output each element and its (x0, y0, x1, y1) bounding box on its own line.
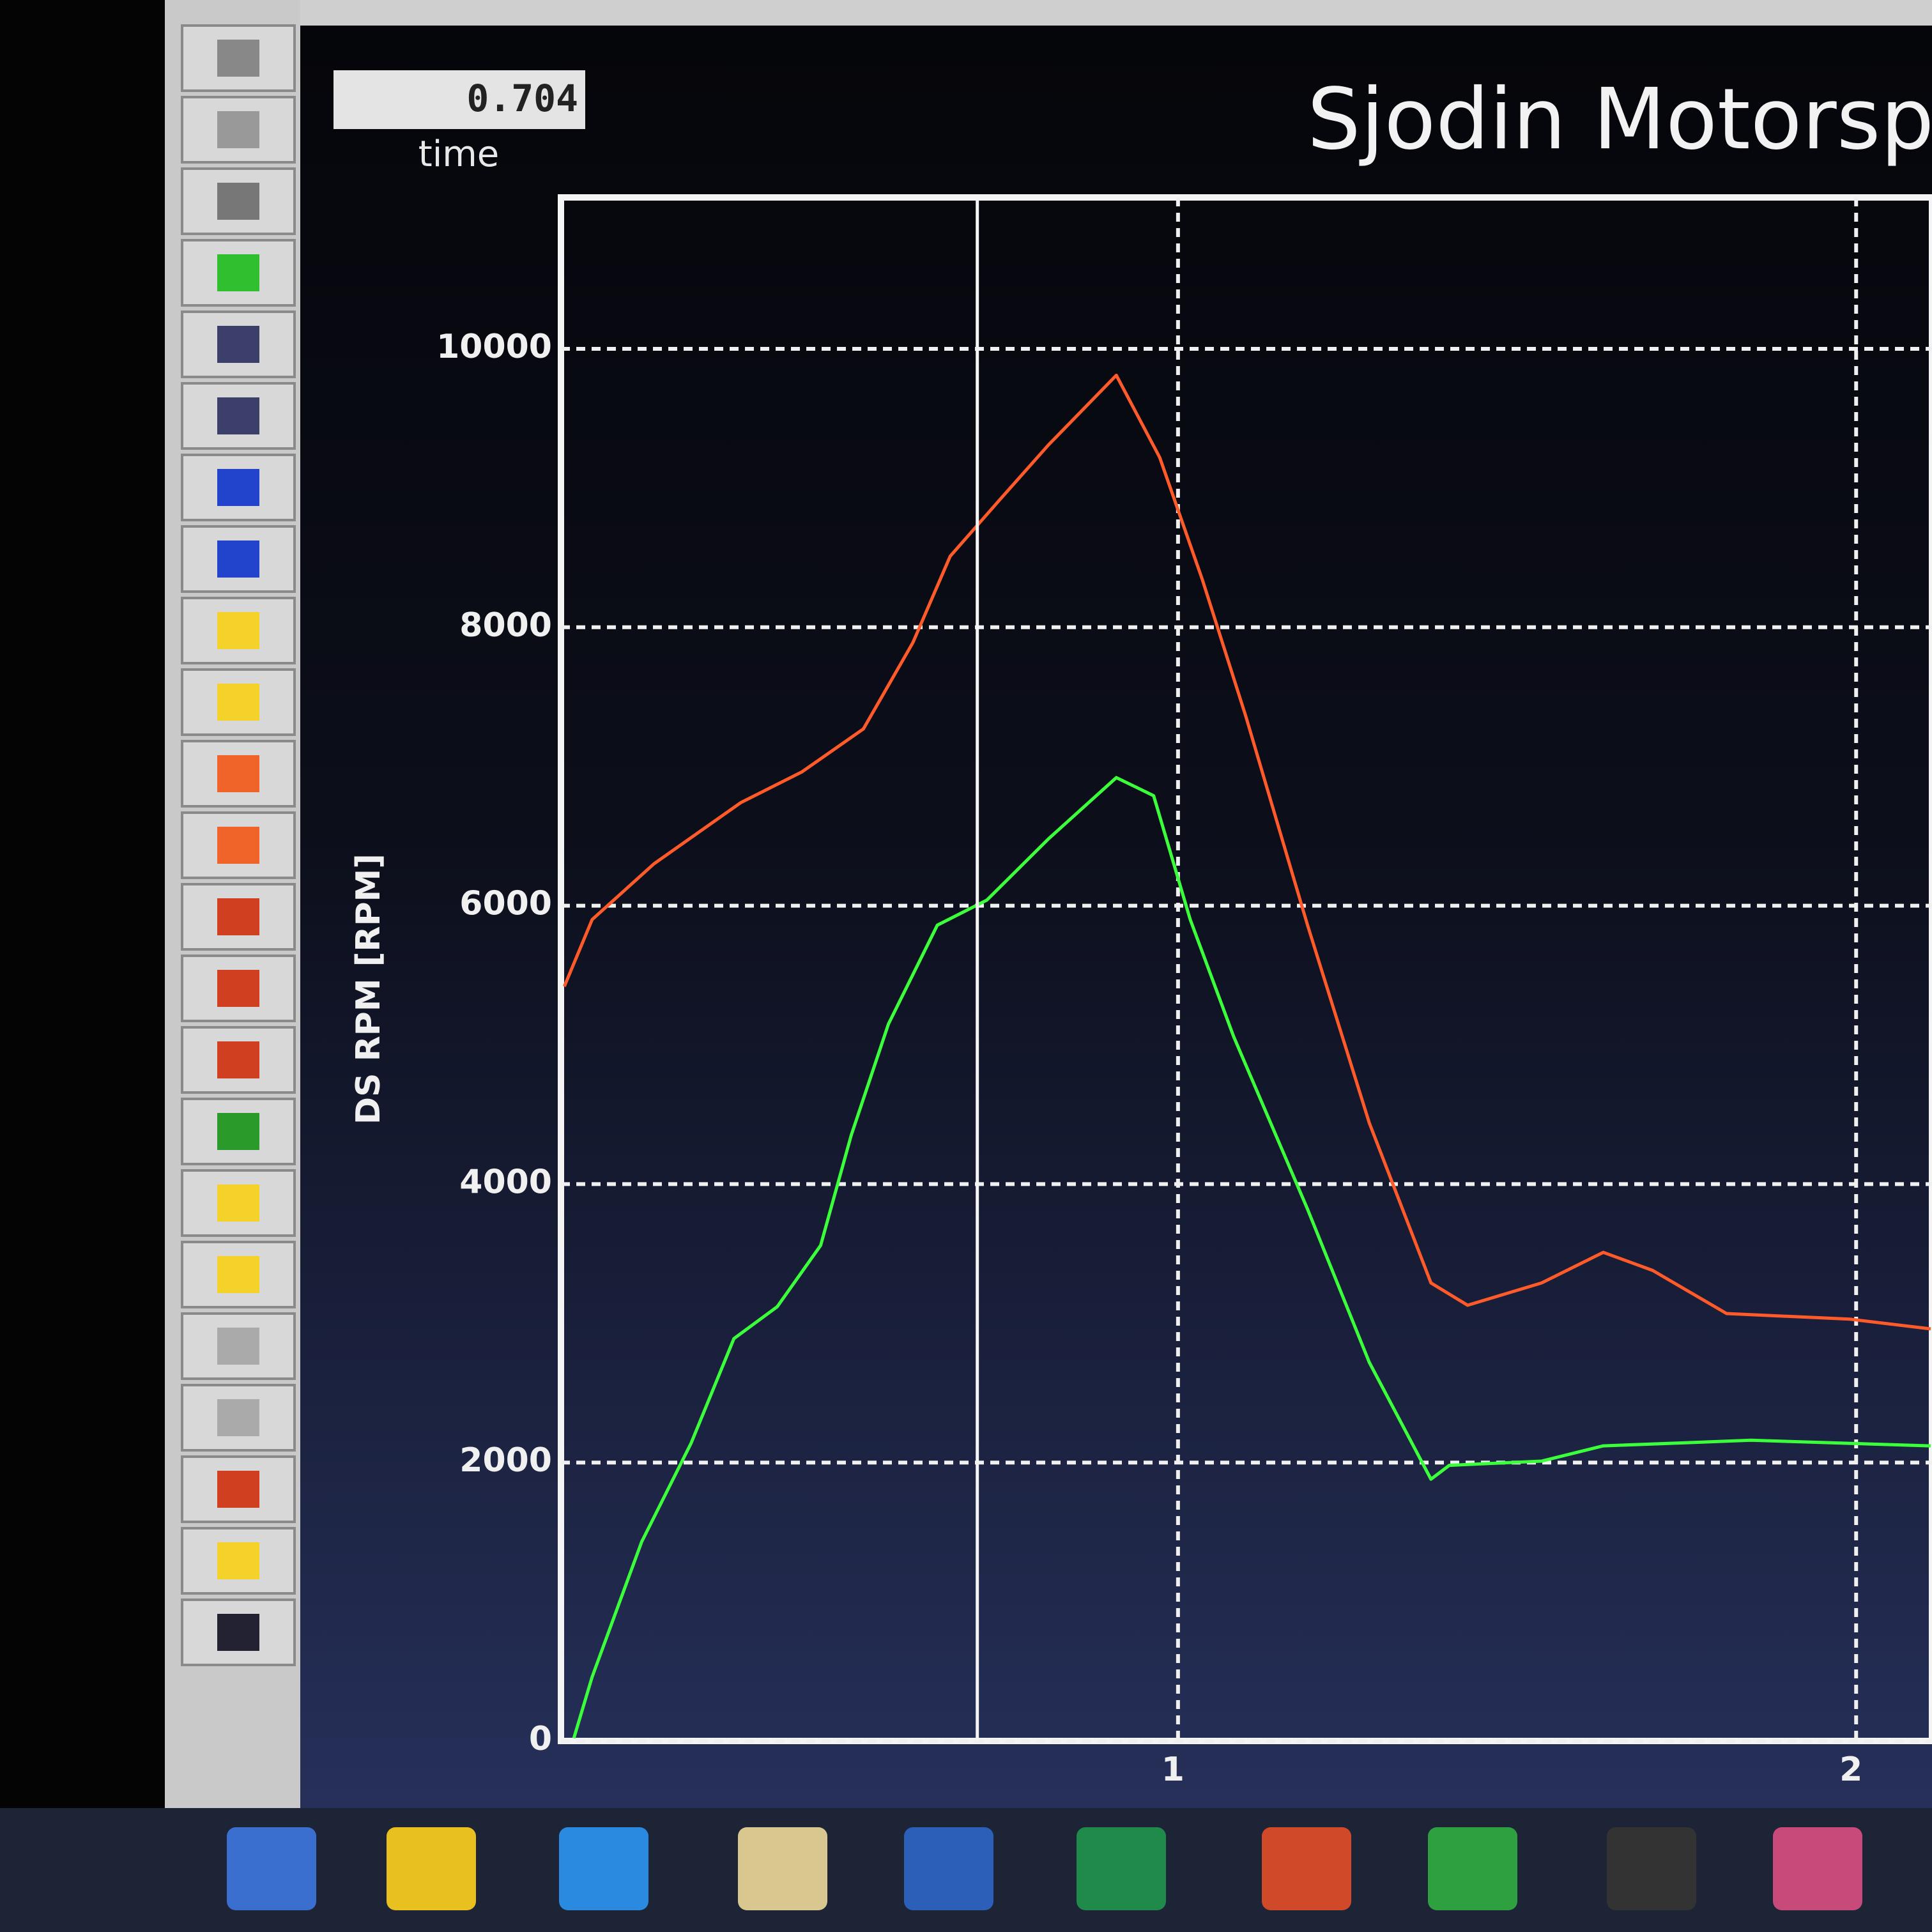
y-axis-label: DS RPM [RPM] (349, 854, 388, 1124)
tool-icon (217, 540, 259, 578)
time-readout: 0.704 (466, 77, 578, 120)
y-tick-label: 8000 (459, 606, 552, 645)
tool-icon (217, 1256, 259, 1293)
taskbar-icon[interactable] (227, 1827, 316, 1910)
taskbar-icon[interactable] (904, 1827, 993, 1910)
y-tick-label: 0 (529, 1720, 552, 1758)
data-line (562, 373, 1931, 1331)
taskbar-icon[interactable] (387, 1827, 476, 1910)
taskbar-icon[interactable] (1607, 1827, 1696, 1910)
taskbar-icon[interactable] (1262, 1827, 1351, 1910)
chart-title: Sjodin Motorspor (1307, 70, 1932, 169)
tool-icon (217, 827, 259, 864)
tool-icon (217, 612, 259, 649)
app-window (300, 26, 1932, 1808)
y-tick-label: 6000 (459, 885, 552, 923)
tool-icon (217, 1399, 259, 1436)
window-top-bar (300, 0, 1932, 26)
taskbar-icon[interactable] (559, 1827, 648, 1910)
tool-button[interactable] (181, 24, 296, 92)
tool-button[interactable] (181, 883, 296, 951)
x-tick-label: 2 (1839, 1751, 1862, 1789)
taskbar-icons (227, 1827, 1862, 1910)
toolbar-buttons (181, 24, 296, 1666)
tool-icon (217, 183, 259, 220)
tool-icon (217, 1184, 259, 1222)
tool-icon (217, 1542, 259, 1579)
x-tick-label: 1 (1162, 1751, 1184, 1789)
y-tick-label: 4000 (459, 1163, 552, 1201)
tool-icon (217, 755, 259, 792)
tool-icon (217, 254, 259, 291)
tool-icon (217, 397, 259, 434)
data-line (572, 776, 1931, 1739)
time-readout-box (334, 70, 585, 129)
tool-icon (217, 970, 259, 1007)
tool-button[interactable] (181, 167, 296, 235)
taskbar-icon[interactable] (1428, 1827, 1517, 1910)
taskbar-icon[interactable] (1077, 1827, 1166, 1910)
tool-button[interactable] (181, 310, 296, 378)
tool-icon (217, 1614, 259, 1651)
plot-area (558, 194, 1932, 1744)
tool-icon (217, 684, 259, 721)
tool-icon (217, 469, 259, 506)
taskbar-icon[interactable] (738, 1827, 827, 1910)
time-label: time (418, 134, 500, 175)
tool-icon (217, 1471, 259, 1508)
tool-icon (217, 1328, 259, 1365)
tool-icon (217, 111, 259, 148)
tool-icon (217, 1041, 259, 1078)
tool-button[interactable] (181, 1312, 296, 1380)
tool-icon (217, 40, 259, 77)
y-tick-label: 10000 (436, 328, 552, 366)
tool-icon (217, 898, 259, 935)
taskbar-icon[interactable] (1773, 1827, 1862, 1910)
tool-icon (217, 1113, 259, 1150)
y-tick-label: 2000 (459, 1441, 552, 1480)
tool-icon (217, 326, 259, 363)
plot: 0 2000 4000 6000 8000 10000 1 2 (436, 194, 1932, 1789)
